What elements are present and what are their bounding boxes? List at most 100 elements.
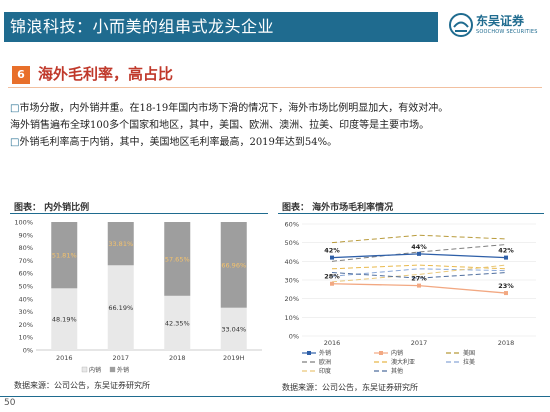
y-tick-label: 60% <box>285 221 299 229</box>
bar-value-label: 57.65% <box>165 255 190 263</box>
series-point <box>330 281 334 286</box>
y-tick-label: 50% <box>19 283 33 291</box>
y-tick-label: 50% <box>285 239 299 247</box>
square-bullet-icon: □ <box>10 137 20 148</box>
bar-segment <box>164 222 191 296</box>
point-value-label: 23% <box>498 282 514 290</box>
section-number: 6 <box>12 66 30 84</box>
page-number: 50 <box>4 398 16 408</box>
bar-value-label: 42.35% <box>165 319 190 327</box>
bar-value-label: 48.19% <box>52 316 77 324</box>
right-figure-rule <box>278 213 544 214</box>
legend-label: 外销 <box>319 349 331 357</box>
legend-marker <box>379 351 383 355</box>
bar-segment <box>107 265 134 350</box>
series-point <box>504 291 508 296</box>
series-line <box>331 272 507 279</box>
y-tick-label: 40% <box>19 295 33 303</box>
bar-segment <box>51 222 78 289</box>
bar-value-label: 51.81% <box>52 252 77 260</box>
bar-segment <box>164 295 191 350</box>
right-figure-source: 数据来源：公司公告，东吴证券研究所 <box>282 383 418 392</box>
square-bullet-icon: □ <box>10 103 20 114</box>
x-tick-label: 2017 <box>112 354 129 362</box>
bar-segment <box>220 222 247 308</box>
bar-segment <box>51 288 78 350</box>
left-figure-rule <box>10 213 268 214</box>
series-point <box>417 251 421 256</box>
stacked-bar-chart: 0% 10% 20% 30% 40% 50% 60% 70% 80% 90% 100% 48.19% 5… <box>14 219 262 374</box>
paragraph-1: □市场分散，内外销并重。在18-19年国内市场下滑的情况下，海外市场比例明显加大… <box>10 100 542 117</box>
body-text: □市场分散，内外销并重。在18-19年国内市场下滑的情况下，海外市场比例明显加大… <box>10 100 542 151</box>
brand-name-en: SOOCHOW SECURITIES <box>476 29 538 35</box>
y-tick-label: 30% <box>19 308 33 316</box>
series-line <box>331 264 507 270</box>
legend-label: 澳大利亚 <box>391 358 415 366</box>
y-tick-label: 20% <box>285 295 299 303</box>
logo-mark-icon <box>449 13 473 37</box>
y-tick-label: 100% <box>14 219 33 227</box>
footer-rule <box>0 396 550 397</box>
legend-label: 印度 <box>319 367 331 375</box>
point-value-label: 42% <box>498 247 514 255</box>
series-line <box>331 234 507 244</box>
y-tick-label: 90% <box>19 231 33 239</box>
line-chart: 0% 10% 20% 30% 40% 50% 60% 2016 2017 2018 42% 44% 42… <box>285 221 536 375</box>
paragraph-1-text: 市场分散，内外销并重。在18-19年国内市场下滑的情况下，海外市场比例明显加大，… <box>19 103 449 114</box>
y-tick-label: 60% <box>19 270 33 278</box>
legend-label: 其他 <box>391 367 403 375</box>
brand-name: 东吴证券 <box>476 14 525 28</box>
y-tick-label: 30% <box>285 277 299 285</box>
series-line <box>331 264 507 283</box>
y-tick-label: 40% <box>285 258 299 266</box>
bar-segment <box>107 222 134 266</box>
brand-logo: 东吴证券 SOOCHOW SECURITIES <box>446 10 546 42</box>
legend-label: 欧洲 <box>319 358 331 366</box>
x-tick-label: 2016 <box>324 339 341 347</box>
bar-value-label: 33.81% <box>108 240 133 248</box>
right-figure-title: 图表： 海外市场毛利率情况 <box>282 203 394 213</box>
point-value-label: 42% <box>324 247 340 255</box>
point-value-label: 27% <box>411 275 427 283</box>
paragraph-3-text: 外销毛利率高于内销，其中，美国地区毛利率最高，2019年达到54%。 <box>19 137 338 148</box>
y-tick-label: 0% <box>289 333 299 341</box>
bar-value-label: 33.04% <box>221 325 246 333</box>
x-tick-label: 2016 <box>56 354 73 362</box>
series-point <box>504 255 508 260</box>
x-tick-label: 2017 <box>411 339 428 347</box>
legend-label: 拉美 <box>463 358 475 366</box>
paragraph-2: 海外销售遍布全球100多个国家和地区，其中，美国、欧洲、澳洲、拉美、印度等是主要… <box>10 120 430 131</box>
paragraph-3: □外销毛利率高于内销，其中，美国地区毛利率最高，2019年达到54%。 <box>10 134 542 151</box>
legend-marker <box>307 351 311 355</box>
legend-label: 外销 <box>117 366 129 374</box>
y-tick-label: 10% <box>19 334 33 342</box>
section-title: 海外毛利率，高占比 <box>38 65 174 83</box>
point-value-label: 28% <box>324 273 340 281</box>
legend-swatch <box>109 366 116 373</box>
bar-value-label: 66.96% <box>221 261 246 269</box>
legend-swatch <box>81 366 88 373</box>
legend-label: 内销 <box>391 349 403 357</box>
bar-segment <box>220 307 247 350</box>
legend-label: 美国 <box>463 349 475 357</box>
bar-value-label: 66.19% <box>108 304 133 312</box>
section-header: 6 海外毛利率，高占比 <box>8 64 542 88</box>
series-point <box>330 255 334 260</box>
series-line <box>331 244 507 262</box>
x-tick-label: 2019H <box>223 354 245 362</box>
series-point <box>417 283 421 288</box>
header: 锦浪科技：小而美的组串式龙头企业 东吴证券 SOOCHOW SECURITIES <box>0 0 550 44</box>
series-line <box>331 268 507 277</box>
y-tick-label: 20% <box>19 321 33 329</box>
x-tick-label: 2018 <box>498 339 515 347</box>
point-value-label: 44% <box>411 243 427 251</box>
y-tick-label: 10% <box>285 314 299 322</box>
x-tick-label: 2018 <box>169 354 186 362</box>
y-tick-label: 0% <box>23 347 33 355</box>
y-tick-label: 70% <box>19 257 33 265</box>
page-title: 锦浪科技：小而美的组串式龙头企业 <box>4 12 438 42</box>
y-tick-label: 80% <box>19 244 33 252</box>
left-figure-source: 数据来源：公司公告，东吴证券研究所 <box>14 381 150 390</box>
left-figure-title: 图表： 内外销比例 <box>14 203 90 213</box>
legend-label: 内销 <box>89 366 101 374</box>
